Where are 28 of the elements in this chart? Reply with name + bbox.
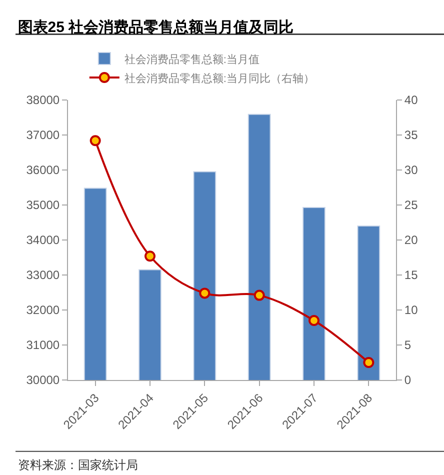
- text: 资料来源：国家统计局: [18, 458, 138, 472]
- point: [90, 135, 101, 146]
- point: [254, 290, 265, 301]
- y-tick-label: 31000: [26, 338, 60, 352]
- y-tick-label: 38000: [26, 93, 60, 108]
- y-tick-label: 32000: [26, 303, 60, 318]
- y-tick-label: 30000: [26, 373, 60, 388]
- point: [308, 315, 320, 326]
- y-tick-label: 37000: [26, 128, 60, 142]
- y2-tick-label: 30: [404, 163, 418, 178]
- y2-tick-label: 25: [404, 198, 418, 212]
- y2-tick-label: 20: [404, 233, 418, 248]
- y2-tick-label: 10: [404, 303, 418, 318]
- y-tick-label: 33000: [26, 268, 60, 282]
- point: [199, 288, 210, 299]
- y2-tick-label: 0: [404, 373, 412, 388]
- legend-label: 社会消费品零售总额:当月值: [124, 52, 260, 66]
- y2-tick-label: 35: [404, 128, 418, 142]
- y-tick-label: 35000: [26, 198, 60, 212]
- point: [144, 250, 156, 262]
- y2-tick-label: 15: [404, 268, 418, 282]
- chart-title: 图表25 社会消费品零售总额当月值及同比: [18, 18, 294, 36]
- y-tick-label: 36000: [26, 163, 60, 178]
- y2-tick-label: 5: [404, 338, 412, 352]
- y-tick-label: 34000: [26, 233, 60, 248]
- legend-label: 社会消费品零售总额:当月同比（右轴）: [124, 72, 314, 85]
- y2-tick-label: 40: [404, 93, 418, 108]
- point: [363, 357, 374, 368]
